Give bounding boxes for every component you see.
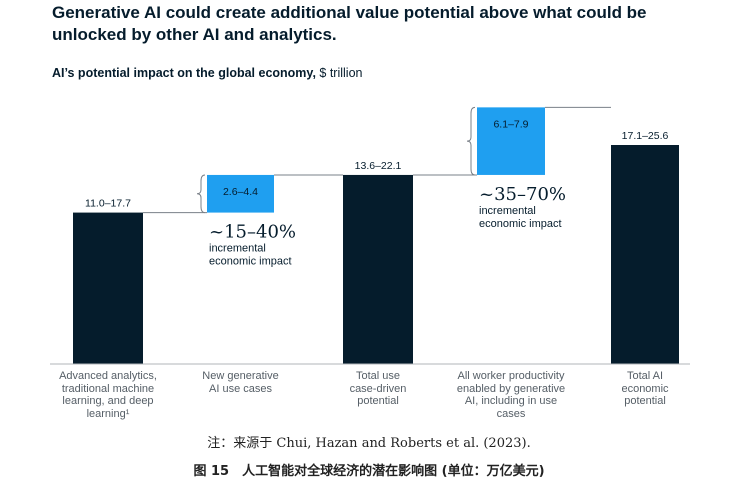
total-bar [73,212,143,364]
category-label: New generative AI use cases [202,370,279,395]
figure-caption: 图 15 人工智能对全球经济的潜在影响图 (单位：万亿美元) [193,464,545,479]
value-label: 6.1–7.9 [493,118,528,130]
subhead-title: AI’s potential impact on the global econ… [52,66,316,80]
chart-headline: Generative AI could create additional va… [52,3,647,44]
annotation-text: economic impact [209,256,292,268]
annotation-text: incremental [209,243,266,255]
total-bar [611,145,679,364]
increment-bar [477,107,545,175]
total-bar [343,174,413,364]
category-label: Total AI economic potential [621,370,669,407]
category-label: Total use case-driven potential [349,370,407,407]
increment-bar [207,174,274,213]
annotation-percent: ~15–40% [209,222,296,243]
category-label: All worker productivity enabled by genera… [456,370,566,420]
brace [466,106,476,176]
brace [196,174,206,214]
value-label: 11.0–17.7 [85,198,131,210]
waterfall-chart: 11.0–17.7 2.6–4.4 13.6–22.1 6.1–7.9 17.1–25.… [50,106,690,365]
value-label: 17.1–25.6 [622,130,669,142]
annotation-text: incremental [479,205,536,217]
chart-subhead: AI’s potential impact on the global econ… [52,66,362,80]
value-label: 13.6–22.1 [355,160,402,172]
category-label: Advanced analytics, traditional machine le… [59,370,157,420]
value-label: 2.6–4.4 [223,186,258,198]
annotation-text: economic impact [479,218,562,230]
annotation-percent: ~35–70% [479,184,566,205]
source-note: 注：来源于 Chui, Hazan and Roberts et al. (20… [207,436,531,451]
subhead-unit: $ trillion [319,66,363,80]
